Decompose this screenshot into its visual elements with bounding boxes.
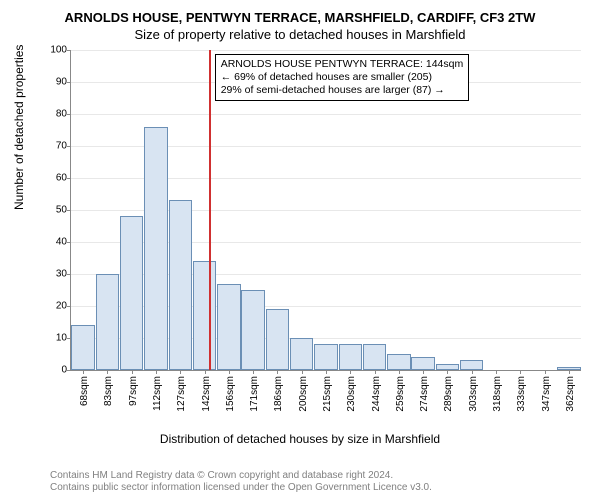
annotation-box: ARNOLDS HOUSE PENTWYN TERRACE: 144sqm ← … [215, 54, 470, 101]
xtick-mark [132, 370, 133, 374]
title-address: ARNOLDS HOUSE, PENTWYN TERRACE, MARSHFIE… [0, 0, 600, 25]
xtick-mark [156, 370, 157, 374]
ytick-mark [67, 210, 71, 211]
xtick-mark [229, 370, 230, 374]
xtick-label: 97sqm [128, 376, 139, 406]
xtick-label: 200sqm [298, 376, 309, 412]
annotation-line2: ← 69% of detached houses are smaller (20… [221, 71, 464, 84]
xtick-mark [205, 370, 206, 374]
gridline-h [71, 50, 581, 51]
xtick-mark [447, 370, 448, 374]
xtick-label: 303sqm [468, 376, 479, 412]
xtick-label: 318sqm [492, 376, 503, 412]
ytick-label: 60 [43, 173, 67, 184]
xtick-label: 215sqm [322, 376, 333, 412]
histogram-bar [411, 357, 434, 370]
xtick-label: 244sqm [371, 376, 382, 412]
xtick-label: 156sqm [225, 376, 236, 412]
ytick-mark [67, 50, 71, 51]
title-subtitle: Size of property relative to detached ho… [0, 25, 600, 42]
annotation-line3: 29% of semi-detached houses are larger (… [221, 84, 464, 97]
ytick-label: 50 [43, 205, 67, 216]
histogram-bar [266, 309, 289, 370]
ytick-label: 100 [43, 45, 67, 56]
ytick-mark [67, 242, 71, 243]
histogram-bar [144, 127, 167, 370]
xtick-label: 142sqm [201, 376, 212, 412]
xtick-mark [399, 370, 400, 374]
ytick-mark [67, 114, 71, 115]
chart-container: 010203040506070809010068sqm83sqm97sqm112… [50, 50, 580, 400]
histogram-plot: 010203040506070809010068sqm83sqm97sqm112… [70, 50, 581, 371]
histogram-bar [217, 284, 240, 370]
ytick-label: 20 [43, 301, 67, 312]
xtick-label: 68sqm [79, 376, 90, 406]
ytick-label: 40 [43, 237, 67, 248]
annotation-line1: ARNOLDS HOUSE PENTWYN TERRACE: 144sqm [221, 58, 464, 71]
xtick-label: 127sqm [176, 376, 187, 412]
gridline-h [71, 114, 581, 115]
histogram-bar [290, 338, 313, 370]
xtick-mark [277, 370, 278, 374]
xtick-label: 171sqm [249, 376, 260, 412]
xtick-mark [520, 370, 521, 374]
ytick-label: 10 [43, 333, 67, 344]
histogram-bar [71, 325, 94, 370]
ytick-label: 80 [43, 109, 67, 120]
ytick-mark [67, 338, 71, 339]
xtick-mark [375, 370, 376, 374]
xtick-label: 259sqm [395, 376, 406, 412]
histogram-bar [96, 274, 119, 370]
histogram-bar [169, 200, 192, 370]
histogram-bar [363, 344, 386, 370]
xtick-label: 230sqm [346, 376, 357, 412]
xtick-label: 83sqm [103, 376, 114, 406]
footer-line2: Contains public sector information licen… [50, 482, 432, 494]
ytick-mark [67, 370, 71, 371]
footer-line1: Contains HM Land Registry data © Crown c… [50, 470, 432, 482]
xtick-label: 347sqm [541, 376, 552, 412]
xtick-mark [107, 370, 108, 374]
xtick-label: 362sqm [565, 376, 576, 412]
xtick-label: 186sqm [273, 376, 284, 412]
ytick-label: 0 [43, 365, 67, 376]
reference-line [209, 50, 211, 370]
ytick-mark [67, 178, 71, 179]
x-axis-label: Distribution of detached houses by size … [0, 432, 600, 446]
xtick-mark [496, 370, 497, 374]
xtick-mark [472, 370, 473, 374]
xtick-mark [253, 370, 254, 374]
xtick-mark [569, 370, 570, 374]
xtick-mark [423, 370, 424, 374]
histogram-bar [241, 290, 264, 370]
histogram-bar [314, 344, 337, 370]
ytick-label: 30 [43, 269, 67, 280]
xtick-label: 333sqm [516, 376, 527, 412]
xtick-mark [326, 370, 327, 374]
histogram-bar [193, 261, 216, 370]
histogram-bar [460, 360, 483, 370]
ytick-mark [67, 306, 71, 307]
xtick-mark [83, 370, 84, 374]
ytick-label: 90 [43, 77, 67, 88]
histogram-bar [120, 216, 143, 370]
xtick-label: 274sqm [419, 376, 430, 412]
footer-attribution: Contains HM Land Registry data © Crown c… [50, 470, 432, 494]
histogram-bar [387, 354, 410, 370]
xtick-label: 289sqm [443, 376, 454, 412]
ytick-mark [67, 82, 71, 83]
ytick-mark [67, 274, 71, 275]
y-axis-label: Number of detached properties [12, 45, 26, 210]
xtick-mark [545, 370, 546, 374]
xtick-label: 112sqm [152, 376, 163, 411]
xtick-mark [350, 370, 351, 374]
histogram-bar [339, 344, 362, 370]
xtick-mark [180, 370, 181, 374]
ytick-label: 70 [43, 141, 67, 152]
ytick-mark [67, 146, 71, 147]
xtick-mark [302, 370, 303, 374]
